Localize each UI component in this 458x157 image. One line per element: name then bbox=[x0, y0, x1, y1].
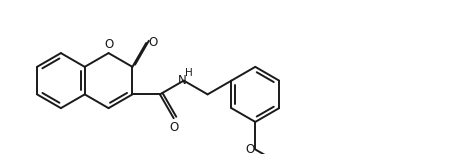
Text: O: O bbox=[104, 38, 113, 51]
Text: H: H bbox=[185, 68, 192, 78]
Text: O: O bbox=[245, 143, 254, 156]
Text: O: O bbox=[148, 35, 158, 49]
Text: O: O bbox=[169, 121, 178, 134]
Text: N: N bbox=[177, 74, 186, 87]
